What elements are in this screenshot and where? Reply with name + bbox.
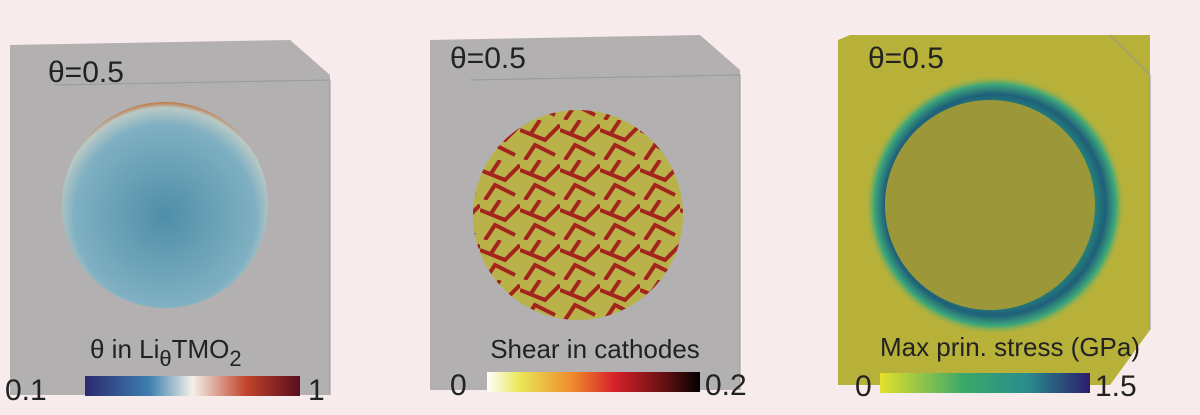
cube-edge	[1109, 34, 1151, 330]
colorbar-title: Max prin. stress (GPa)	[880, 332, 1140, 362]
title-part: TMO	[172, 334, 230, 364]
panel-label: θ=0.5	[48, 56, 124, 89]
panel: θ=0.5 Max prin. stress (GPa) 0 1.5	[838, 34, 1151, 403]
colorbar-title: Shear in cathodes	[490, 334, 700, 364]
colorbar-min: 0	[450, 369, 467, 402]
panel: θ=0.5 θ in LiθTMO2 0.1 1	[5, 40, 331, 407]
colorbar-title: θ in LiθTMO2	[90, 334, 242, 371]
cube-edge	[469, 74, 741, 390]
panel: θ=0.5 Shear in cathodes 0 0.2	[430, 35, 747, 402]
particle	[62, 102, 268, 308]
colorbar-min: 0	[855, 370, 872, 403]
colorbar-min: 0.1	[5, 374, 47, 407]
particle	[473, 110, 683, 320]
panel-label: θ=0.5	[868, 42, 944, 75]
title-part: θ	[159, 346, 171, 371]
colorbar	[85, 376, 300, 396]
panel-label: θ=0.5	[450, 42, 526, 75]
colorbar-max: 1.5	[1095, 370, 1137, 403]
title-part: θ in Li	[90, 334, 159, 364]
cube-edge	[54, 79, 331, 395]
colorbar-max: 0.2	[705, 369, 747, 402]
colorbar-max: 1	[308, 374, 325, 407]
particle	[885, 100, 1095, 310]
colorbar	[487, 372, 700, 392]
colorbar	[880, 373, 1090, 393]
title-part: 2	[229, 346, 241, 371]
